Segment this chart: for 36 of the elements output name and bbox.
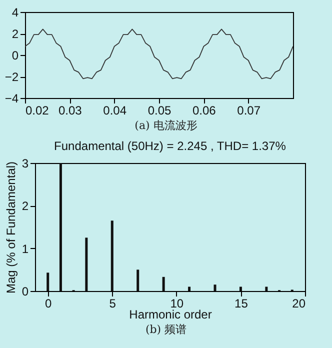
- y-tick-label: −2: [4, 70, 19, 84]
- bar: [85, 238, 88, 291]
- bar: [214, 284, 216, 291]
- line-series: [25, 28, 293, 80]
- x-tick-label: 20: [292, 296, 306, 310]
- x-tick-label: 15: [234, 296, 248, 310]
- x-axis-title: Harmonic order: [129, 308, 212, 322]
- x-tick-label: 5: [109, 296, 116, 310]
- x-tick-label: 0.06: [192, 104, 216, 118]
- y-tick-label: 3: [22, 156, 29, 170]
- x-tick-label: 0.04: [103, 104, 127, 118]
- bar: [59, 163, 62, 291]
- y-tick-label: 1: [22, 242, 29, 256]
- x-tick-label: 10: [170, 296, 184, 310]
- bar: [162, 276, 165, 291]
- text: (b) 频谱: [144, 322, 188, 338]
- x-tick-label: 0.05: [148, 104, 172, 118]
- y-tick-label: 0: [22, 284, 29, 298]
- y-tick-label: 2: [22, 199, 29, 214]
- y-axis-title: Mag (% of Fundamental): [4, 161, 18, 294]
- bar: [110, 220, 114, 291]
- y-tick-label: −4: [4, 92, 19, 106]
- x-tick-label: 0: [45, 296, 52, 310]
- chart-title: Fundamental (50Hz) = 2.245 , THD= 1.37%: [54, 139, 286, 153]
- bar: [265, 286, 268, 291]
- y-tick-label: 2: [12, 27, 19, 41]
- bar: [239, 286, 242, 291]
- x-tick-label: 0.02: [26, 104, 50, 118]
- x-tick-label: 0.03: [58, 104, 82, 118]
- text: (a) 电流波形: [134, 118, 198, 134]
- y-tick-label: 0: [12, 48, 19, 62]
- bar: [46, 272, 50, 291]
- bar: [188, 286, 191, 291]
- bar: [136, 270, 140, 291]
- x-tick-label: 0.07: [237, 104, 261, 118]
- y-tick-label: 4: [12, 6, 19, 20]
